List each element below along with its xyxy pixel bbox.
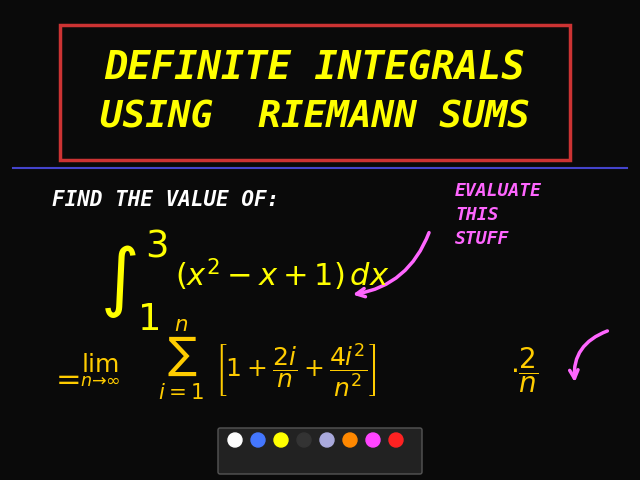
FancyBboxPatch shape <box>218 428 422 474</box>
Text: $\lim_{n\to\infty}$: $\lim_{n\to\infty}$ <box>80 351 120 389</box>
Text: USING  RIEMANN SUMS: USING RIEMANN SUMS <box>100 100 530 136</box>
Circle shape <box>274 433 288 447</box>
Circle shape <box>251 433 265 447</box>
Text: $\left[1+\dfrac{2i}{n}+\dfrac{4i^2}{n^2}\right]$: $\left[1+\dfrac{2i}{n}+\dfrac{4i^2}{n^2}… <box>215 341 377 399</box>
Text: FIND THE VALUE OF:: FIND THE VALUE OF: <box>52 190 279 210</box>
Text: $(x^2 - x + 1)\,dx$: $(x^2 - x + 1)\,dx$ <box>175 257 390 293</box>
Circle shape <box>320 433 334 447</box>
Circle shape <box>389 433 403 447</box>
FancyArrowPatch shape <box>570 331 607 378</box>
Circle shape <box>366 433 380 447</box>
Text: $=$: $=$ <box>50 363 80 393</box>
Circle shape <box>297 433 311 447</box>
Text: $\cdot\dfrac{2}{n}$: $\cdot\dfrac{2}{n}$ <box>510 345 538 395</box>
FancyArrowPatch shape <box>356 233 429 297</box>
Text: EVALUATE
THIS
STUFF: EVALUATE THIS STUFF <box>455 182 542 248</box>
Text: $\sum_{i=1}^{n}$: $\sum_{i=1}^{n}$ <box>158 318 204 402</box>
Text: $\int_1^3$: $\int_1^3$ <box>100 228 168 333</box>
Text: DEFINITE INTEGRALS: DEFINITE INTEGRALS <box>104 49 525 87</box>
Circle shape <box>343 433 357 447</box>
Circle shape <box>228 433 242 447</box>
